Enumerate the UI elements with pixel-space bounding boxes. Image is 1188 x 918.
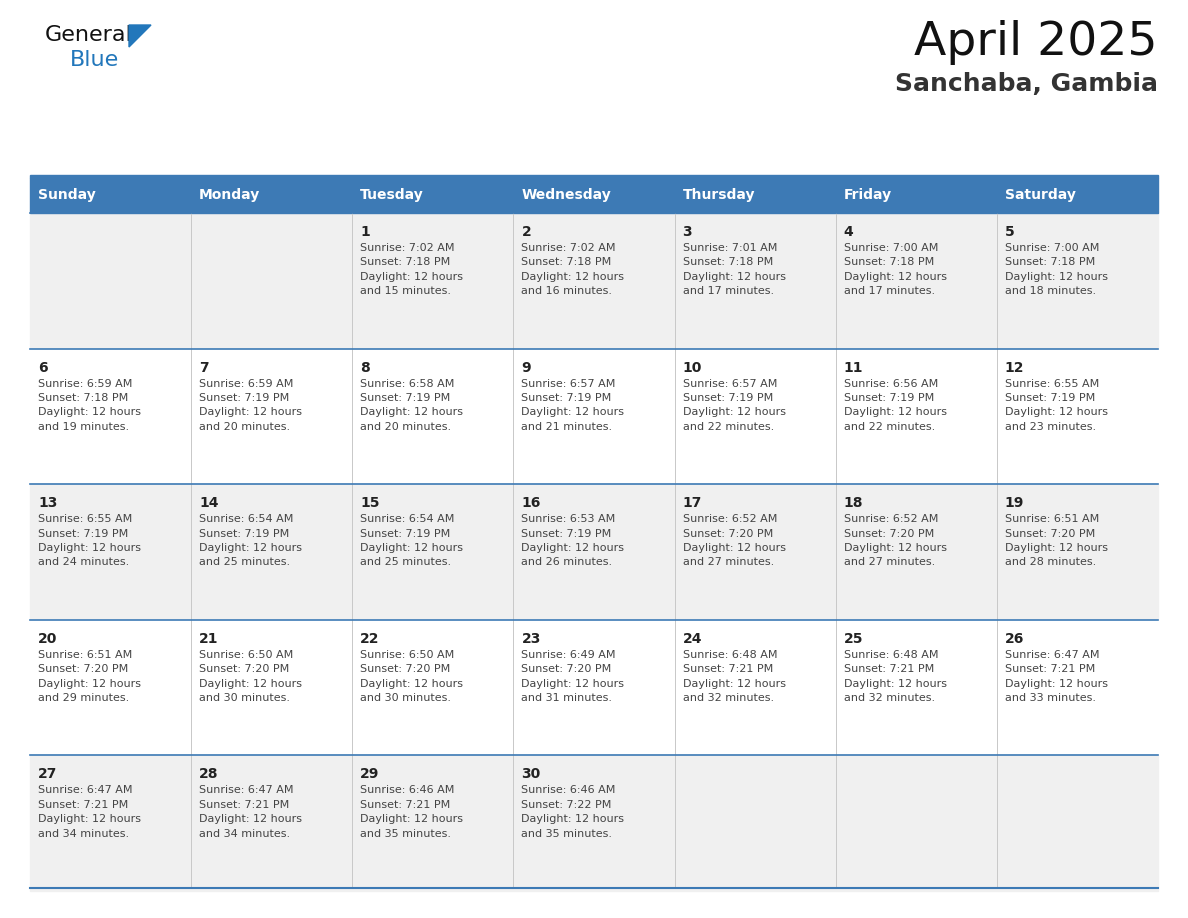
Text: Sunrise: 7:02 AM
Sunset: 7:18 PM
Daylight: 12 hours
and 15 minutes.: Sunrise: 7:02 AM Sunset: 7:18 PM Dayligh… xyxy=(360,243,463,297)
Text: 18: 18 xyxy=(843,497,864,510)
Text: 14: 14 xyxy=(200,497,219,510)
Text: Sunrise: 6:58 AM
Sunset: 7:19 PM
Daylight: 12 hours
and 20 minutes.: Sunrise: 6:58 AM Sunset: 7:19 PM Dayligh… xyxy=(360,378,463,431)
Text: Blue: Blue xyxy=(70,50,119,70)
Text: Sunrise: 6:52 AM
Sunset: 7:20 PM
Daylight: 12 hours
and 27 minutes.: Sunrise: 6:52 AM Sunset: 7:20 PM Dayligh… xyxy=(843,514,947,567)
Text: 13: 13 xyxy=(38,497,57,510)
Bar xyxy=(30,213,1158,349)
Text: 7: 7 xyxy=(200,361,209,375)
Text: Sunrise: 6:46 AM
Sunset: 7:22 PM
Daylight: 12 hours
and 35 minutes.: Sunrise: 6:46 AM Sunset: 7:22 PM Dayligh… xyxy=(522,786,625,839)
Text: Sunrise: 6:50 AM
Sunset: 7:20 PM
Daylight: 12 hours
and 30 minutes.: Sunrise: 6:50 AM Sunset: 7:20 PM Dayligh… xyxy=(360,650,463,703)
Text: 17: 17 xyxy=(683,497,702,510)
Text: 26: 26 xyxy=(1005,632,1024,645)
Text: Tuesday: Tuesday xyxy=(360,188,424,203)
Bar xyxy=(30,175,1158,178)
Text: 11: 11 xyxy=(843,361,864,375)
Text: Saturday: Saturday xyxy=(1005,188,1075,203)
Text: 12: 12 xyxy=(1005,361,1024,375)
Text: Sunrise: 6:54 AM
Sunset: 7:19 PM
Daylight: 12 hours
and 25 minutes.: Sunrise: 6:54 AM Sunset: 7:19 PM Dayligh… xyxy=(200,514,302,567)
Bar xyxy=(30,178,191,213)
Text: 29: 29 xyxy=(360,767,380,781)
Text: 19: 19 xyxy=(1005,497,1024,510)
Text: Sunrise: 6:51 AM
Sunset: 7:20 PM
Daylight: 12 hours
and 29 minutes.: Sunrise: 6:51 AM Sunset: 7:20 PM Dayligh… xyxy=(38,650,141,703)
Polygon shape xyxy=(129,25,151,47)
Text: Thursday: Thursday xyxy=(683,188,756,203)
Text: 5: 5 xyxy=(1005,225,1015,239)
Text: 23: 23 xyxy=(522,632,541,645)
Text: General: General xyxy=(45,25,133,45)
Text: 28: 28 xyxy=(200,767,219,781)
Text: Sunrise: 7:02 AM
Sunset: 7:18 PM
Daylight: 12 hours
and 16 minutes.: Sunrise: 7:02 AM Sunset: 7:18 PM Dayligh… xyxy=(522,243,625,297)
Bar xyxy=(30,620,1158,756)
Text: Sunrise: 6:48 AM
Sunset: 7:21 PM
Daylight: 12 hours
and 32 minutes.: Sunrise: 6:48 AM Sunset: 7:21 PM Dayligh… xyxy=(683,650,785,703)
Text: 10: 10 xyxy=(683,361,702,375)
Text: Sunday: Sunday xyxy=(38,188,96,203)
Text: Sunrise: 6:55 AM
Sunset: 7:19 PM
Daylight: 12 hours
and 24 minutes.: Sunrise: 6:55 AM Sunset: 7:19 PM Dayligh… xyxy=(38,514,141,567)
Text: 20: 20 xyxy=(38,632,57,645)
Bar xyxy=(30,756,1158,891)
Text: April 2025: April 2025 xyxy=(915,20,1158,65)
Text: Sunrise: 6:57 AM
Sunset: 7:19 PM
Daylight: 12 hours
and 21 minutes.: Sunrise: 6:57 AM Sunset: 7:19 PM Dayligh… xyxy=(522,378,625,431)
Bar xyxy=(675,178,835,213)
Text: Sunrise: 6:47 AM
Sunset: 7:21 PM
Daylight: 12 hours
and 33 minutes.: Sunrise: 6:47 AM Sunset: 7:21 PM Dayligh… xyxy=(1005,650,1108,703)
Text: 22: 22 xyxy=(360,632,380,645)
Text: 25: 25 xyxy=(843,632,864,645)
Text: Friday: Friday xyxy=(843,188,892,203)
Bar xyxy=(353,178,513,213)
Text: 30: 30 xyxy=(522,767,541,781)
Text: Sunrise: 6:49 AM
Sunset: 7:20 PM
Daylight: 12 hours
and 31 minutes.: Sunrise: 6:49 AM Sunset: 7:20 PM Dayligh… xyxy=(522,650,625,703)
Text: 8: 8 xyxy=(360,361,369,375)
Text: 1: 1 xyxy=(360,225,369,239)
Text: Sunrise: 7:00 AM
Sunset: 7:18 PM
Daylight: 12 hours
and 18 minutes.: Sunrise: 7:00 AM Sunset: 7:18 PM Dayligh… xyxy=(1005,243,1108,297)
Bar xyxy=(513,178,675,213)
Text: 6: 6 xyxy=(38,361,48,375)
Text: 9: 9 xyxy=(522,361,531,375)
Bar xyxy=(997,178,1158,213)
Text: 3: 3 xyxy=(683,225,693,239)
Text: Sunrise: 6:51 AM
Sunset: 7:20 PM
Daylight: 12 hours
and 28 minutes.: Sunrise: 6:51 AM Sunset: 7:20 PM Dayligh… xyxy=(1005,514,1108,567)
Text: Sunrise: 7:01 AM
Sunset: 7:18 PM
Daylight: 12 hours
and 17 minutes.: Sunrise: 7:01 AM Sunset: 7:18 PM Dayligh… xyxy=(683,243,785,297)
Text: Sunrise: 6:56 AM
Sunset: 7:19 PM
Daylight: 12 hours
and 22 minutes.: Sunrise: 6:56 AM Sunset: 7:19 PM Dayligh… xyxy=(843,378,947,431)
Text: Sunrise: 6:47 AM
Sunset: 7:21 PM
Daylight: 12 hours
and 34 minutes.: Sunrise: 6:47 AM Sunset: 7:21 PM Dayligh… xyxy=(200,786,302,839)
Text: 4: 4 xyxy=(843,225,853,239)
Text: 2: 2 xyxy=(522,225,531,239)
Text: 15: 15 xyxy=(360,497,380,510)
Text: Sanchaba, Gambia: Sanchaba, Gambia xyxy=(895,72,1158,96)
Text: Sunrise: 6:57 AM
Sunset: 7:19 PM
Daylight: 12 hours
and 22 minutes.: Sunrise: 6:57 AM Sunset: 7:19 PM Dayligh… xyxy=(683,378,785,431)
Text: Sunrise: 6:55 AM
Sunset: 7:19 PM
Daylight: 12 hours
and 23 minutes.: Sunrise: 6:55 AM Sunset: 7:19 PM Dayligh… xyxy=(1005,378,1108,431)
Text: Wednesday: Wednesday xyxy=(522,188,611,203)
Bar xyxy=(30,349,1158,484)
Text: Sunrise: 6:46 AM
Sunset: 7:21 PM
Daylight: 12 hours
and 35 minutes.: Sunrise: 6:46 AM Sunset: 7:21 PM Dayligh… xyxy=(360,786,463,839)
Text: Sunrise: 6:50 AM
Sunset: 7:20 PM
Daylight: 12 hours
and 30 minutes.: Sunrise: 6:50 AM Sunset: 7:20 PM Dayligh… xyxy=(200,650,302,703)
Text: 16: 16 xyxy=(522,497,541,510)
Text: Sunrise: 6:59 AM
Sunset: 7:19 PM
Daylight: 12 hours
and 20 minutes.: Sunrise: 6:59 AM Sunset: 7:19 PM Dayligh… xyxy=(200,378,302,431)
Text: 21: 21 xyxy=(200,632,219,645)
Text: Sunrise: 6:53 AM
Sunset: 7:19 PM
Daylight: 12 hours
and 26 minutes.: Sunrise: 6:53 AM Sunset: 7:19 PM Dayligh… xyxy=(522,514,625,567)
Text: Sunrise: 6:47 AM
Sunset: 7:21 PM
Daylight: 12 hours
and 34 minutes.: Sunrise: 6:47 AM Sunset: 7:21 PM Dayligh… xyxy=(38,786,141,839)
Text: Sunrise: 7:00 AM
Sunset: 7:18 PM
Daylight: 12 hours
and 17 minutes.: Sunrise: 7:00 AM Sunset: 7:18 PM Dayligh… xyxy=(843,243,947,297)
Text: Sunrise: 6:59 AM
Sunset: 7:18 PM
Daylight: 12 hours
and 19 minutes.: Sunrise: 6:59 AM Sunset: 7:18 PM Dayligh… xyxy=(38,378,141,431)
Text: Sunrise: 6:54 AM
Sunset: 7:19 PM
Daylight: 12 hours
and 25 minutes.: Sunrise: 6:54 AM Sunset: 7:19 PM Dayligh… xyxy=(360,514,463,567)
Bar xyxy=(30,484,1158,620)
Bar xyxy=(835,178,997,213)
Text: Monday: Monday xyxy=(200,188,260,203)
Text: Sunrise: 6:48 AM
Sunset: 7:21 PM
Daylight: 12 hours
and 32 minutes.: Sunrise: 6:48 AM Sunset: 7:21 PM Dayligh… xyxy=(843,650,947,703)
Bar xyxy=(191,178,353,213)
Text: 27: 27 xyxy=(38,767,57,781)
Text: Sunrise: 6:52 AM
Sunset: 7:20 PM
Daylight: 12 hours
and 27 minutes.: Sunrise: 6:52 AM Sunset: 7:20 PM Dayligh… xyxy=(683,514,785,567)
Text: 24: 24 xyxy=(683,632,702,645)
